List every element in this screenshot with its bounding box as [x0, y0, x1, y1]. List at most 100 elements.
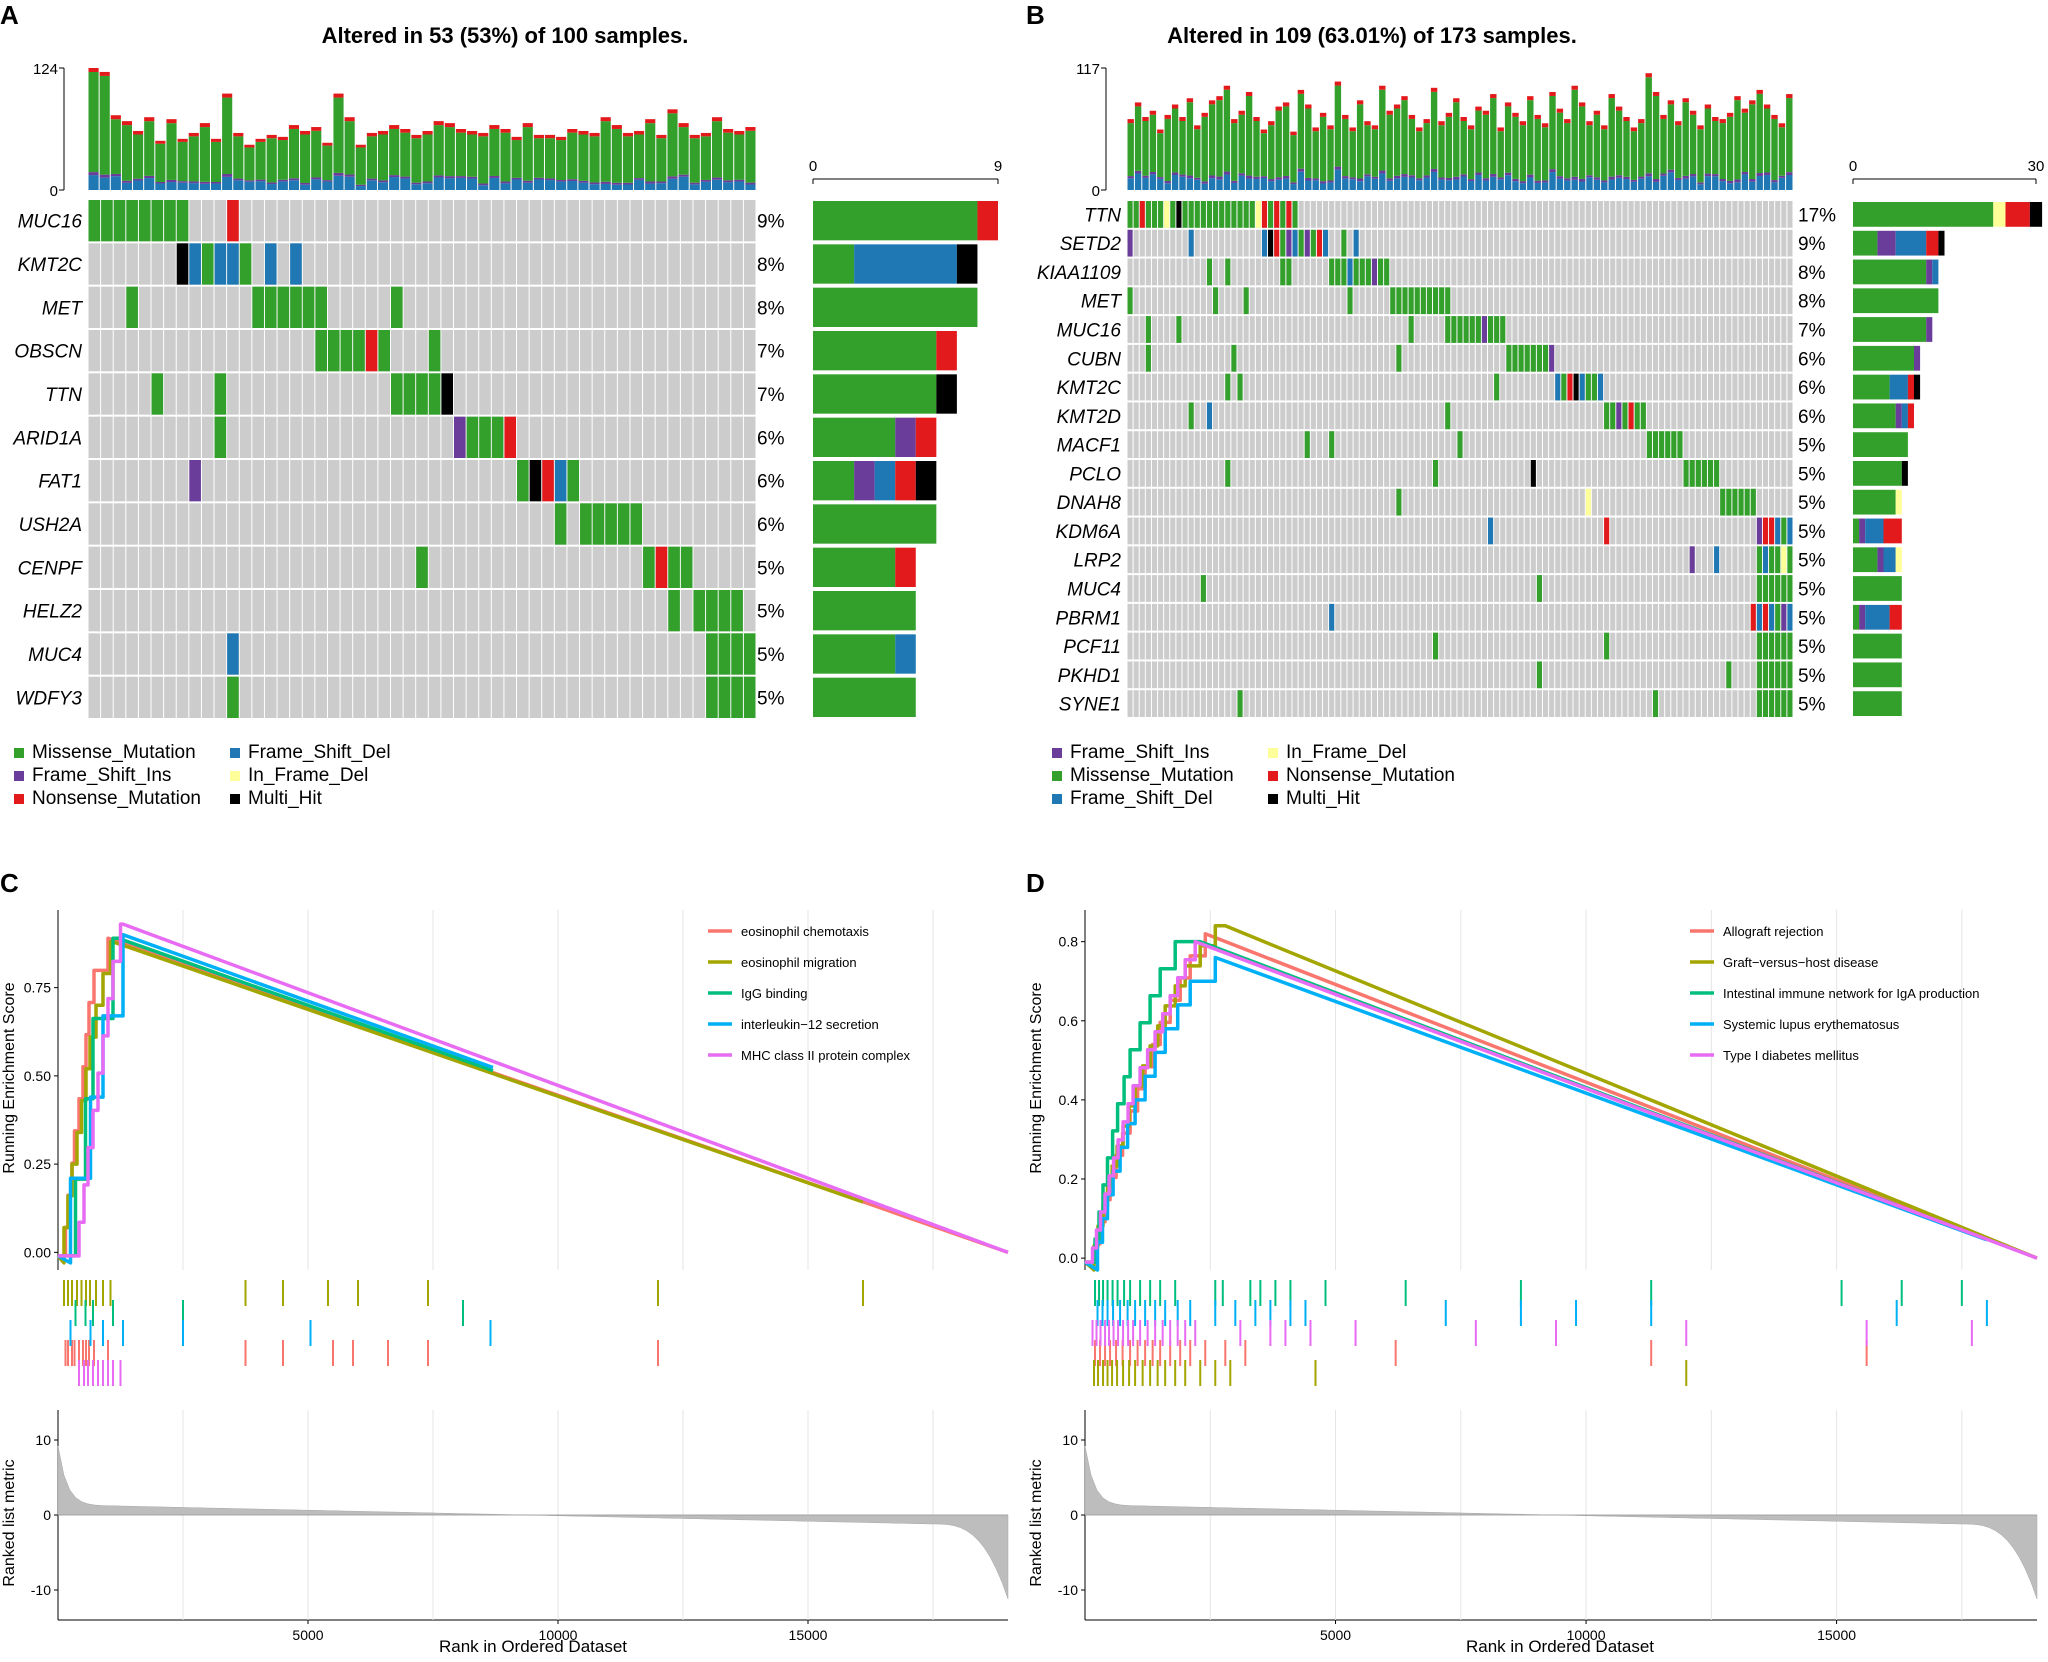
oncoplot-cell: [1280, 575, 1286, 602]
tmb-bar-segment: [210, 141, 222, 183]
gsea-x-tick-label: 10000: [1567, 1627, 1606, 1643]
oncoplot-cell: [1219, 575, 1225, 602]
oncoplot-cell: [1304, 632, 1310, 660]
tmb-bar-segment: [1778, 177, 1786, 190]
oncoplot-mutation-cell: [1597, 373, 1604, 401]
side-bar-segment-frame-shift-ins: [1859, 604, 1866, 630]
oncoplot-cell: [302, 633, 315, 675]
oncoplot-cell: [1481, 373, 1487, 401]
oncoplot-cell: [252, 546, 264, 588]
oncoplot-mutation-cell: [1298, 229, 1304, 257]
oncoplot-cell: [1634, 546, 1640, 574]
oncoplot-mutation-cell: [1756, 603, 1762, 631]
oncoplot-cell: [1500, 201, 1506, 228]
oncoplot-cell: [1652, 661, 1659, 689]
oncoplot-cell: [1695, 373, 1701, 401]
oncoplot-cell: [1707, 546, 1714, 574]
oncoplot-cell: [113, 373, 126, 415]
tmb-bar-segment: [1356, 181, 1364, 190]
tmb-bar-segment: [1741, 171, 1749, 175]
oncoplot-mutation-cell: [1494, 373, 1500, 401]
oncoplot-cell: [1164, 632, 1170, 660]
oncoplot-mutation-cell: [1359, 258, 1365, 286]
oncoplot-mutation-cell: [1420, 287, 1426, 315]
oncoplot-cell: [731, 503, 743, 545]
oncoplot-cell: [1762, 287, 1769, 315]
tmb-bar-segment: [233, 180, 244, 190]
oncoplot-cell: [542, 373, 554, 415]
oncoplot-cell: [1665, 603, 1671, 631]
tmb-bar-segment: [1260, 178, 1268, 190]
tmb-bar-segment: [1615, 106, 1623, 111]
oncoplot-cell: [1365, 460, 1371, 487]
oncoplot-cell: [1243, 402, 1249, 430]
oncoplot-cell: [1573, 402, 1579, 430]
oncoplot-cell: [1524, 431, 1530, 458]
oncoplot-cell: [1323, 546, 1329, 574]
oncoplot-cell: [1255, 603, 1261, 631]
oncoplot-cell: [1426, 402, 1433, 430]
tmb-bar-segment: [467, 176, 478, 179]
oncoplot-cell: [1659, 344, 1665, 372]
tmb-bar-segment: [745, 130, 756, 183]
oncoplot-cell: [1378, 632, 1384, 660]
oncoplot-mutation-cell: [1145, 201, 1151, 228]
tmb-bar-segment: [1682, 178, 1689, 190]
oncoplot-cell: [1268, 402, 1274, 430]
oncoplot-cell: [1634, 373, 1640, 401]
tmb-bar-segment: [277, 179, 288, 182]
oncoplot-cell: [1255, 661, 1261, 689]
tmb-bar-segment: [1756, 89, 1763, 94]
oncoplot-cell: [1665, 517, 1671, 545]
oncoplot-cell: [1365, 546, 1371, 574]
oncoplot-cell: [1707, 229, 1714, 257]
oncoplot-cell: [1628, 690, 1634, 717]
oncoplot-mutation-cell: [1445, 402, 1451, 430]
tmb-bar-segment: [723, 182, 734, 190]
oncoplot-cell: [1396, 690, 1402, 717]
oncoplot-cell: [1683, 661, 1689, 689]
oncoplot-cell: [1371, 632, 1378, 660]
oncoplot-mutation-cell: [1707, 460, 1714, 487]
tmb-bar-segment: [1534, 114, 1541, 119]
oncoplot-cell: [479, 590, 491, 632]
oncoplot-cell: [743, 373, 756, 415]
tmb-bar-segment: [1223, 171, 1231, 175]
oncoplot-cell: [1695, 344, 1701, 372]
oncoplot-cell: [201, 633, 214, 675]
tmb-bar-segment: [366, 180, 377, 190]
tmb-bar-segment: [121, 182, 133, 190]
oncoplot-cell: [1634, 632, 1640, 660]
tmb-bar-segment: [1312, 180, 1319, 190]
oncoplot-cell: [1720, 287, 1726, 315]
oncoplot-cell: [1524, 316, 1530, 343]
oncoplot-cell: [1249, 632, 1255, 660]
oncoplot-cell: [1579, 690, 1585, 717]
legend-label-missense-mutation: Missense_Mutation: [1070, 765, 1234, 786]
oncoplot-cell: [1494, 431, 1500, 458]
gene-label-met: MET: [1081, 292, 1123, 313]
oncoplot-cell: [504, 633, 517, 675]
oncoplot-cell: [239, 200, 252, 242]
side-bar-segment-frame-shift-del: [1889, 374, 1908, 400]
oncoplot-cell: [1433, 431, 1439, 458]
oncoplot-cell: [1616, 316, 1622, 343]
tmb-bar-segment: [1416, 178, 1423, 181]
oncoplot-cell: [1426, 632, 1433, 660]
oncoplot-cell: [1659, 603, 1665, 631]
oncoplot-cell: [1695, 316, 1701, 343]
oncoplot-cell: [1738, 344, 1744, 372]
oncoplot-cell: [1475, 661, 1481, 689]
tmb-bar-segment: [199, 181, 210, 184]
tmb-bar-segment: [1593, 177, 1601, 180]
oncoplot-cell: [403, 460, 416, 502]
tmb-bar-segment: [311, 127, 322, 131]
oncoplot-cell: [1255, 229, 1261, 257]
oncoplot-cell: [1512, 488, 1518, 516]
side-bar-segment-nonsense: [1907, 403, 1914, 429]
oncoplot-cell: [1243, 546, 1249, 574]
tmb-bar-segment: [444, 178, 455, 190]
oncoplot-cell: [1567, 287, 1573, 315]
oncoplot-cell: [504, 243, 517, 285]
